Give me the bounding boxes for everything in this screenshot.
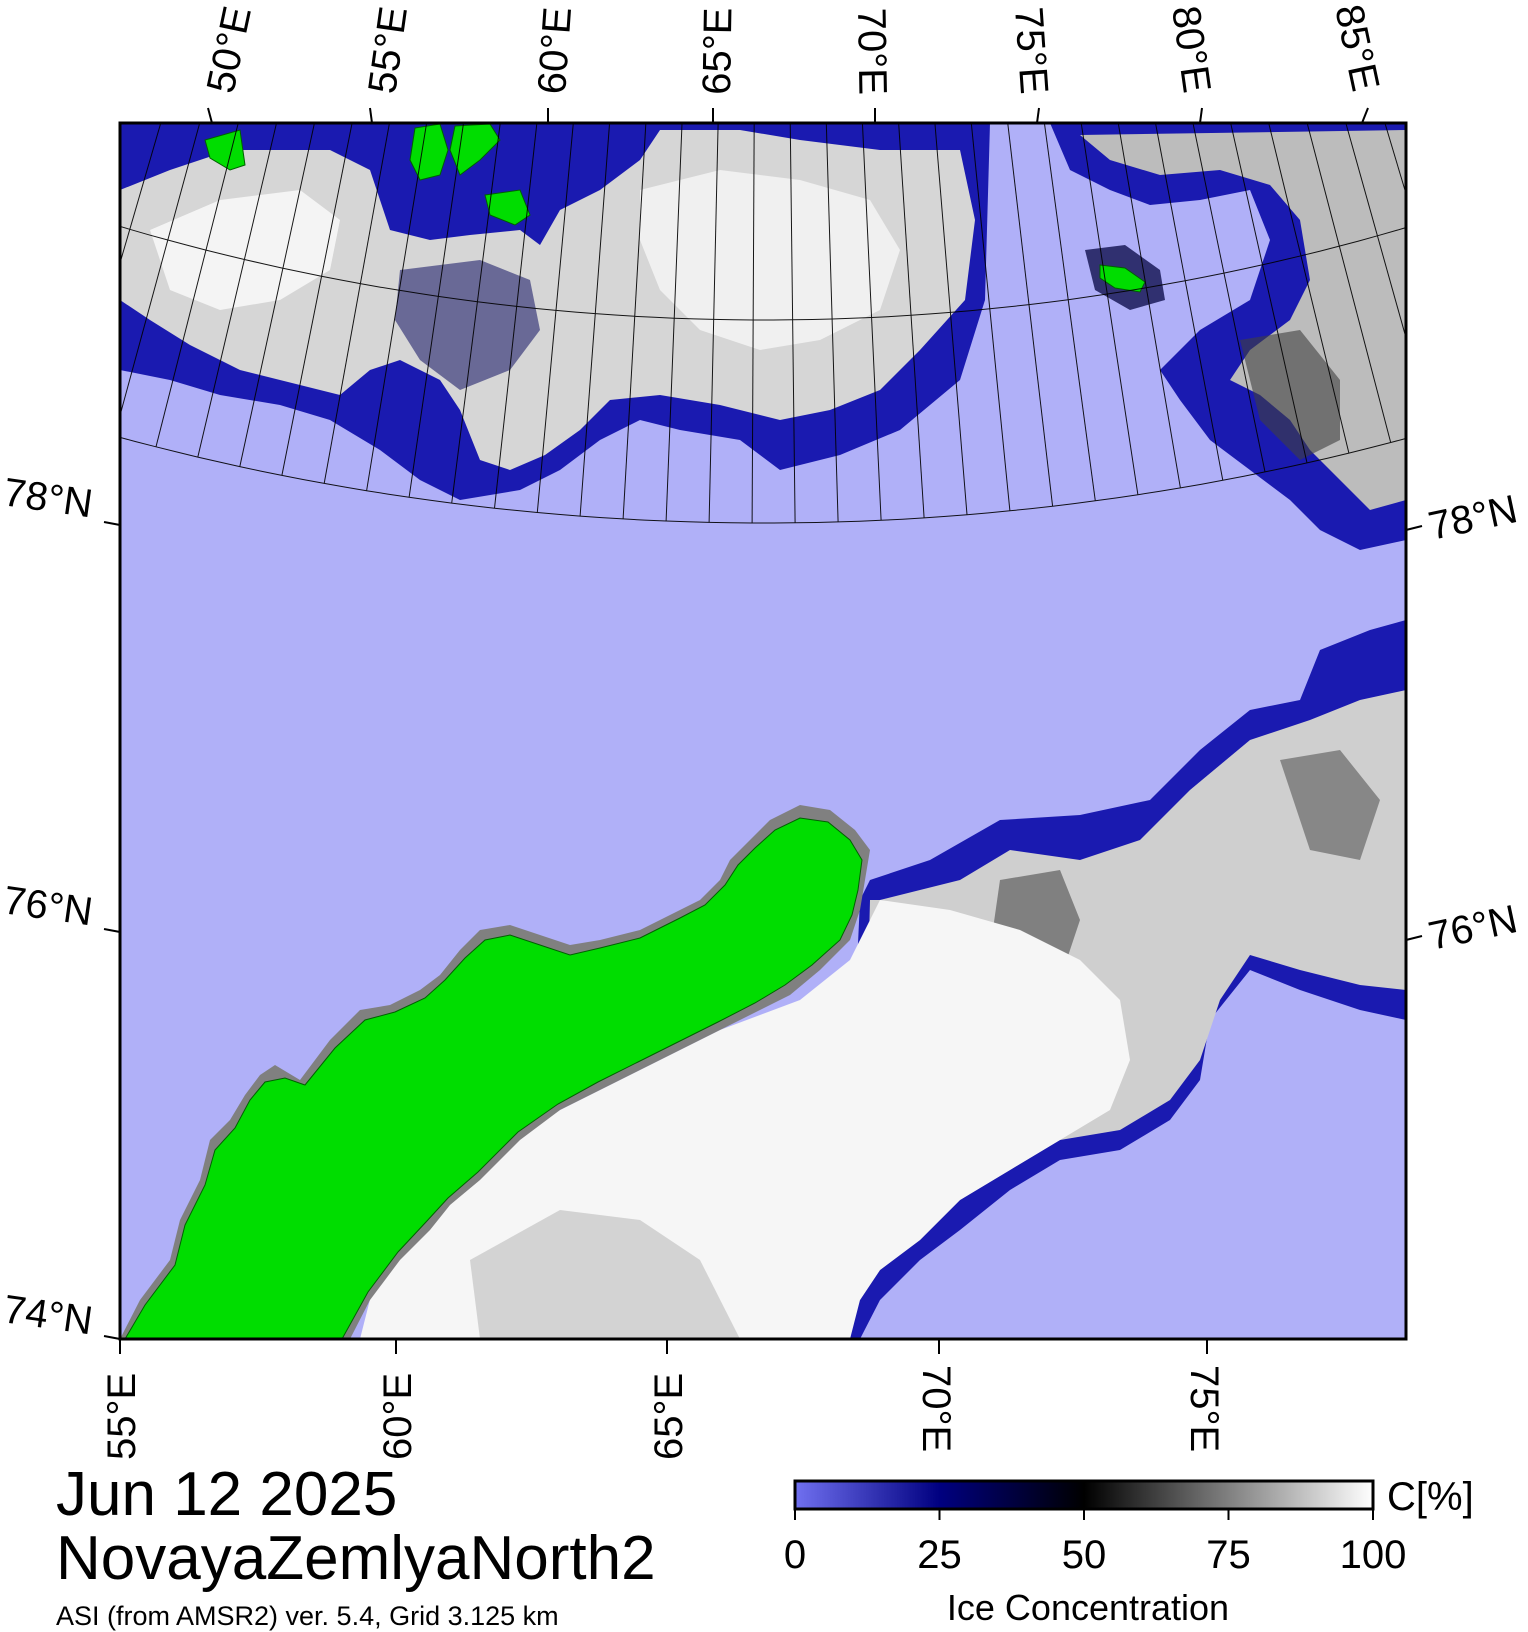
top-lon-label: 50°E	[199, 2, 260, 96]
top-lon-label: 55°E	[360, 4, 416, 96]
meridian-line	[366, 123, 428, 491]
top-lon-labels: 50°E 55°E 60°E 65°E 70°E 75°E 80°E 85°E	[199, 1, 1388, 97]
meridian-line	[1230, 123, 1308, 464]
meridian-line	[1192, 123, 1266, 473]
meridian-line	[120, 123, 162, 265]
right-lat-label: 78°N	[1425, 487, 1522, 549]
colorbar-unit: C[%]	[1387, 1475, 1474, 1519]
meridian-line	[934, 123, 968, 515]
meridian-line	[665, 123, 683, 522]
island-east	[1099, 264, 1146, 293]
meridian-line	[155, 123, 239, 447]
top-lon-label: 80°E	[1163, 3, 1219, 95]
meridian-line	[494, 123, 538, 509]
bottom-lon-label: 65°E	[647, 1373, 691, 1460]
meridian-line	[1007, 123, 1054, 507]
right-lat-label: 76°N	[1425, 897, 1522, 959]
meridian-line	[281, 123, 353, 476]
top-lon-label: 65°E	[695, 7, 741, 95]
meridian-line	[579, 123, 611, 517]
meridian-line	[536, 123, 574, 513]
axis-ticks	[103, 107, 1423, 1354]
novaya-zemlya-land	[124, 817, 863, 1339]
colorbar-title: Ice Concentration	[947, 1587, 1229, 1628]
ice-north-white	[150, 190, 340, 310]
map-area	[0, 0, 1528, 1339]
meridian-line	[1117, 123, 1181, 488]
colorbar: 0 25 50 75 100 Ice Concentration C[%]	[784, 1475, 1474, 1628]
top-lon-label: 70°E	[849, 7, 895, 95]
meridian-line	[323, 123, 390, 484]
meridian-line	[1221, 0, 1528, 10]
meridian-line	[239, 123, 315, 467]
bottom-lon-label: 55°E	[100, 1373, 144, 1460]
meridian-line	[898, 123, 925, 518]
colorbar-tick-label: 100	[1340, 1533, 1407, 1577]
meridian-line	[1080, 123, 1139, 495]
meridian-line	[622, 123, 647, 519]
map-frame	[118, 121, 1408, 1341]
ice-north-white-2	[640, 170, 900, 350]
meridian-line	[1043, 123, 1096, 501]
colorbar-tick-label: 0	[784, 1533, 806, 1577]
meridian-line	[789, 123, 796, 523]
left-lat-label: 76°N	[1, 878, 96, 934]
product-label: ASI (from AMSR2) ver. 5.4, Grid 3.125 km	[56, 1601, 559, 1631]
colorbar-tick-label: 50	[1062, 1533, 1107, 1577]
graticule	[0, 0, 1528, 524]
ice-northeast-dark	[1240, 330, 1340, 460]
meridian-line	[1154, 123, 1224, 481]
colorbar-tick-label: 75	[1206, 1533, 1251, 1577]
meridian-line	[751, 123, 755, 524]
meridian-line	[408, 123, 465, 498]
meridian-line	[861, 123, 882, 521]
colorbar-tick-label: 25	[917, 1533, 962, 1577]
top-lon-label: 75°E	[1006, 6, 1056, 96]
bottom-lon-labels: 55°E 60°E 65°E 70°E 75°E	[100, 1365, 1226, 1460]
meridian-line	[1345, 123, 1406, 340]
colorbar-scale	[793, 1479, 1375, 1511]
meridian-line	[825, 123, 839, 522]
top-lon-label: 85°E	[1326, 1, 1387, 95]
meridian-line	[197, 123, 278, 458]
top-lon-label: 60°E	[530, 6, 580, 96]
bottom-lon-label: 70°E	[914, 1365, 958, 1452]
ice-south-grey	[470, 1210, 740, 1339]
left-lat-label: 78°N	[1, 470, 96, 526]
date-label: Jun 12 2025	[56, 1460, 398, 1529]
ice-southeast-dark-2	[1280, 750, 1380, 860]
meridian-line	[0, 0, 367, 143]
bottom-lon-label: 75°E	[1182, 1365, 1226, 1452]
ice-north-dark	[395, 260, 540, 390]
region-label: NovayaZemlyaNorth2	[56, 1524, 656, 1593]
meridian-line	[708, 123, 719, 523]
meridian-line	[451, 123, 501, 504]
meridian-line	[120, 123, 201, 418]
meridian-line	[1268, 123, 1350, 454]
franz-josef-land-1	[204, 129, 246, 171]
left-lat-label: 74°N	[1, 1287, 96, 1343]
bottom-lon-label: 60°E	[376, 1373, 420, 1460]
meridian-line	[970, 123, 1011, 511]
meridian-line	[1384, 123, 1406, 196]
meridian-line	[1306, 123, 1392, 443]
